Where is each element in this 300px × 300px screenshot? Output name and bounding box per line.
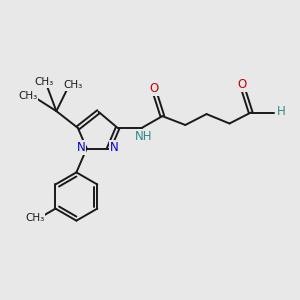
- Text: CH₃: CH₃: [18, 91, 38, 101]
- Text: CH₃: CH₃: [25, 213, 44, 223]
- Text: NH: NH: [134, 130, 152, 143]
- Text: H: H: [277, 105, 285, 118]
- Text: O: O: [149, 82, 158, 95]
- Text: N: N: [110, 141, 119, 154]
- Text: N: N: [76, 141, 85, 154]
- Text: O: O: [238, 78, 247, 91]
- Text: CH₃: CH₃: [64, 80, 83, 90]
- Text: CH₃: CH₃: [34, 77, 54, 87]
